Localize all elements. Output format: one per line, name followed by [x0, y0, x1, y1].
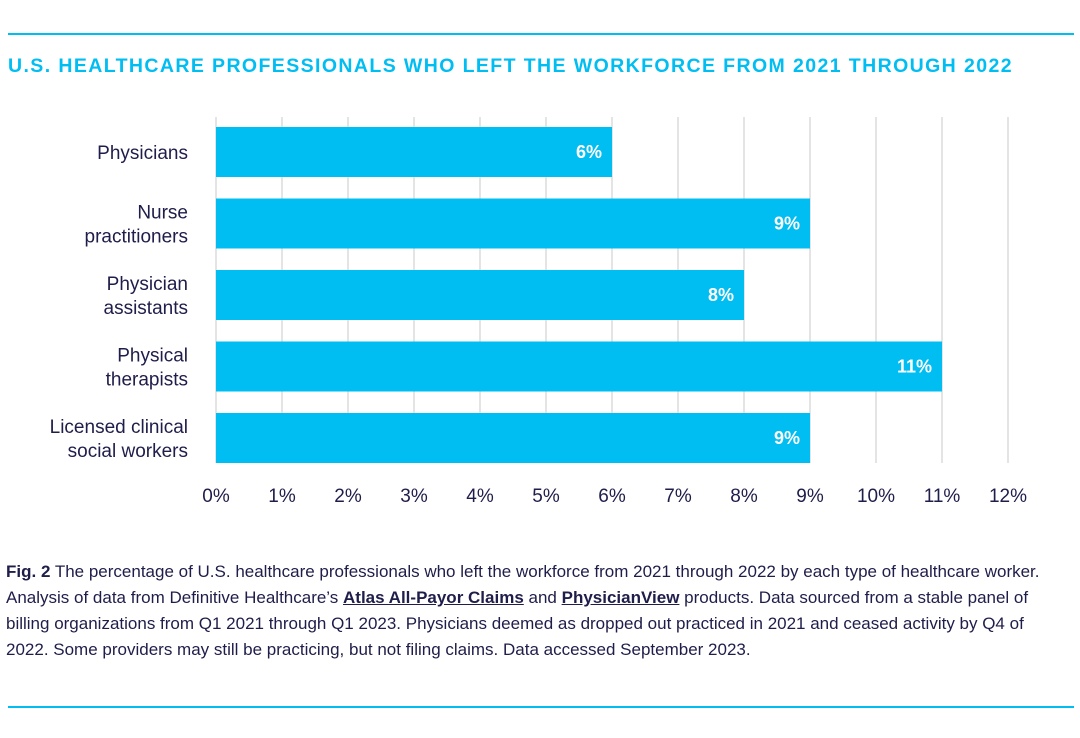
- category-label: practitioners: [85, 227, 189, 248]
- x-tick-label: 6%: [598, 486, 626, 507]
- x-tick-label: 11%: [924, 486, 961, 507]
- bar: [216, 270, 744, 320]
- x-tick-label: 12%: [989, 486, 1027, 507]
- x-tick-label: 1%: [268, 486, 296, 507]
- figure-caption: Fig. 2 The percentage of U.S. healthcare…: [6, 559, 1066, 663]
- x-tick-label: 9%: [796, 486, 824, 507]
- bar: [216, 198, 810, 249]
- category-label: Physician: [107, 274, 188, 295]
- x-tick-label: 3%: [400, 486, 428, 507]
- category-label: Physicians: [97, 143, 188, 164]
- bar-value-label: 9%: [774, 214, 800, 234]
- category-label: social workers: [68, 441, 188, 462]
- chart-title: U.S. HEALTHCARE PROFESSIONALS WHO LEFT T…: [8, 55, 1013, 77]
- atlas-all-payor-claims-link[interactable]: Atlas All-Payor Claims: [343, 588, 524, 607]
- category-label: Nurse: [137, 203, 188, 224]
- bar-value-label: 6%: [576, 142, 602, 162]
- bar: [216, 413, 810, 463]
- category-label: Licensed clinical: [50, 417, 188, 438]
- x-tick-label: 8%: [730, 486, 758, 507]
- x-tick-label: 0%: [202, 486, 230, 507]
- bar-value-label: 8%: [708, 285, 734, 305]
- figure-label: Fig. 2: [6, 562, 51, 581]
- physicianview-link[interactable]: PhysicianView: [561, 588, 680, 607]
- bottom-divider: [8, 706, 1074, 708]
- bar-value-label: 11%: [897, 357, 932, 377]
- caption-text-2: and: [523, 588, 562, 607]
- bar: [216, 127, 612, 177]
- bar: [216, 341, 942, 392]
- caption-text-1: The percentage of U.S. healthcare profes…: [6, 562, 1040, 607]
- bar-value-label: 9%: [774, 428, 800, 448]
- category-label: Physical: [117, 346, 188, 367]
- x-tick-label: 2%: [334, 486, 362, 507]
- category-label: therapists: [106, 370, 188, 391]
- bar-chart: 0% 1% 2% 3% 4% 5% 6% 7% 8% 9% 10% 11% 12% 6% Physician…: [50, 117, 1027, 507]
- x-tick-label: 4%: [466, 486, 494, 507]
- x-tick-label: 5%: [532, 486, 560, 507]
- x-tick-label: 10%: [857, 486, 895, 507]
- top-divider: [8, 33, 1074, 35]
- bars: [216, 127, 942, 463]
- labels: 0% 1% 2% 3% 4% 5% 6% 7% 8% 9% 10% 11% 12% 6% Physician…: [50, 142, 1027, 507]
- category-label: assistants: [104, 298, 188, 319]
- x-tick-label: 7%: [664, 486, 692, 507]
- caption-text-3: products. Data sourced from a stable pan…: [6, 588, 1029, 659]
